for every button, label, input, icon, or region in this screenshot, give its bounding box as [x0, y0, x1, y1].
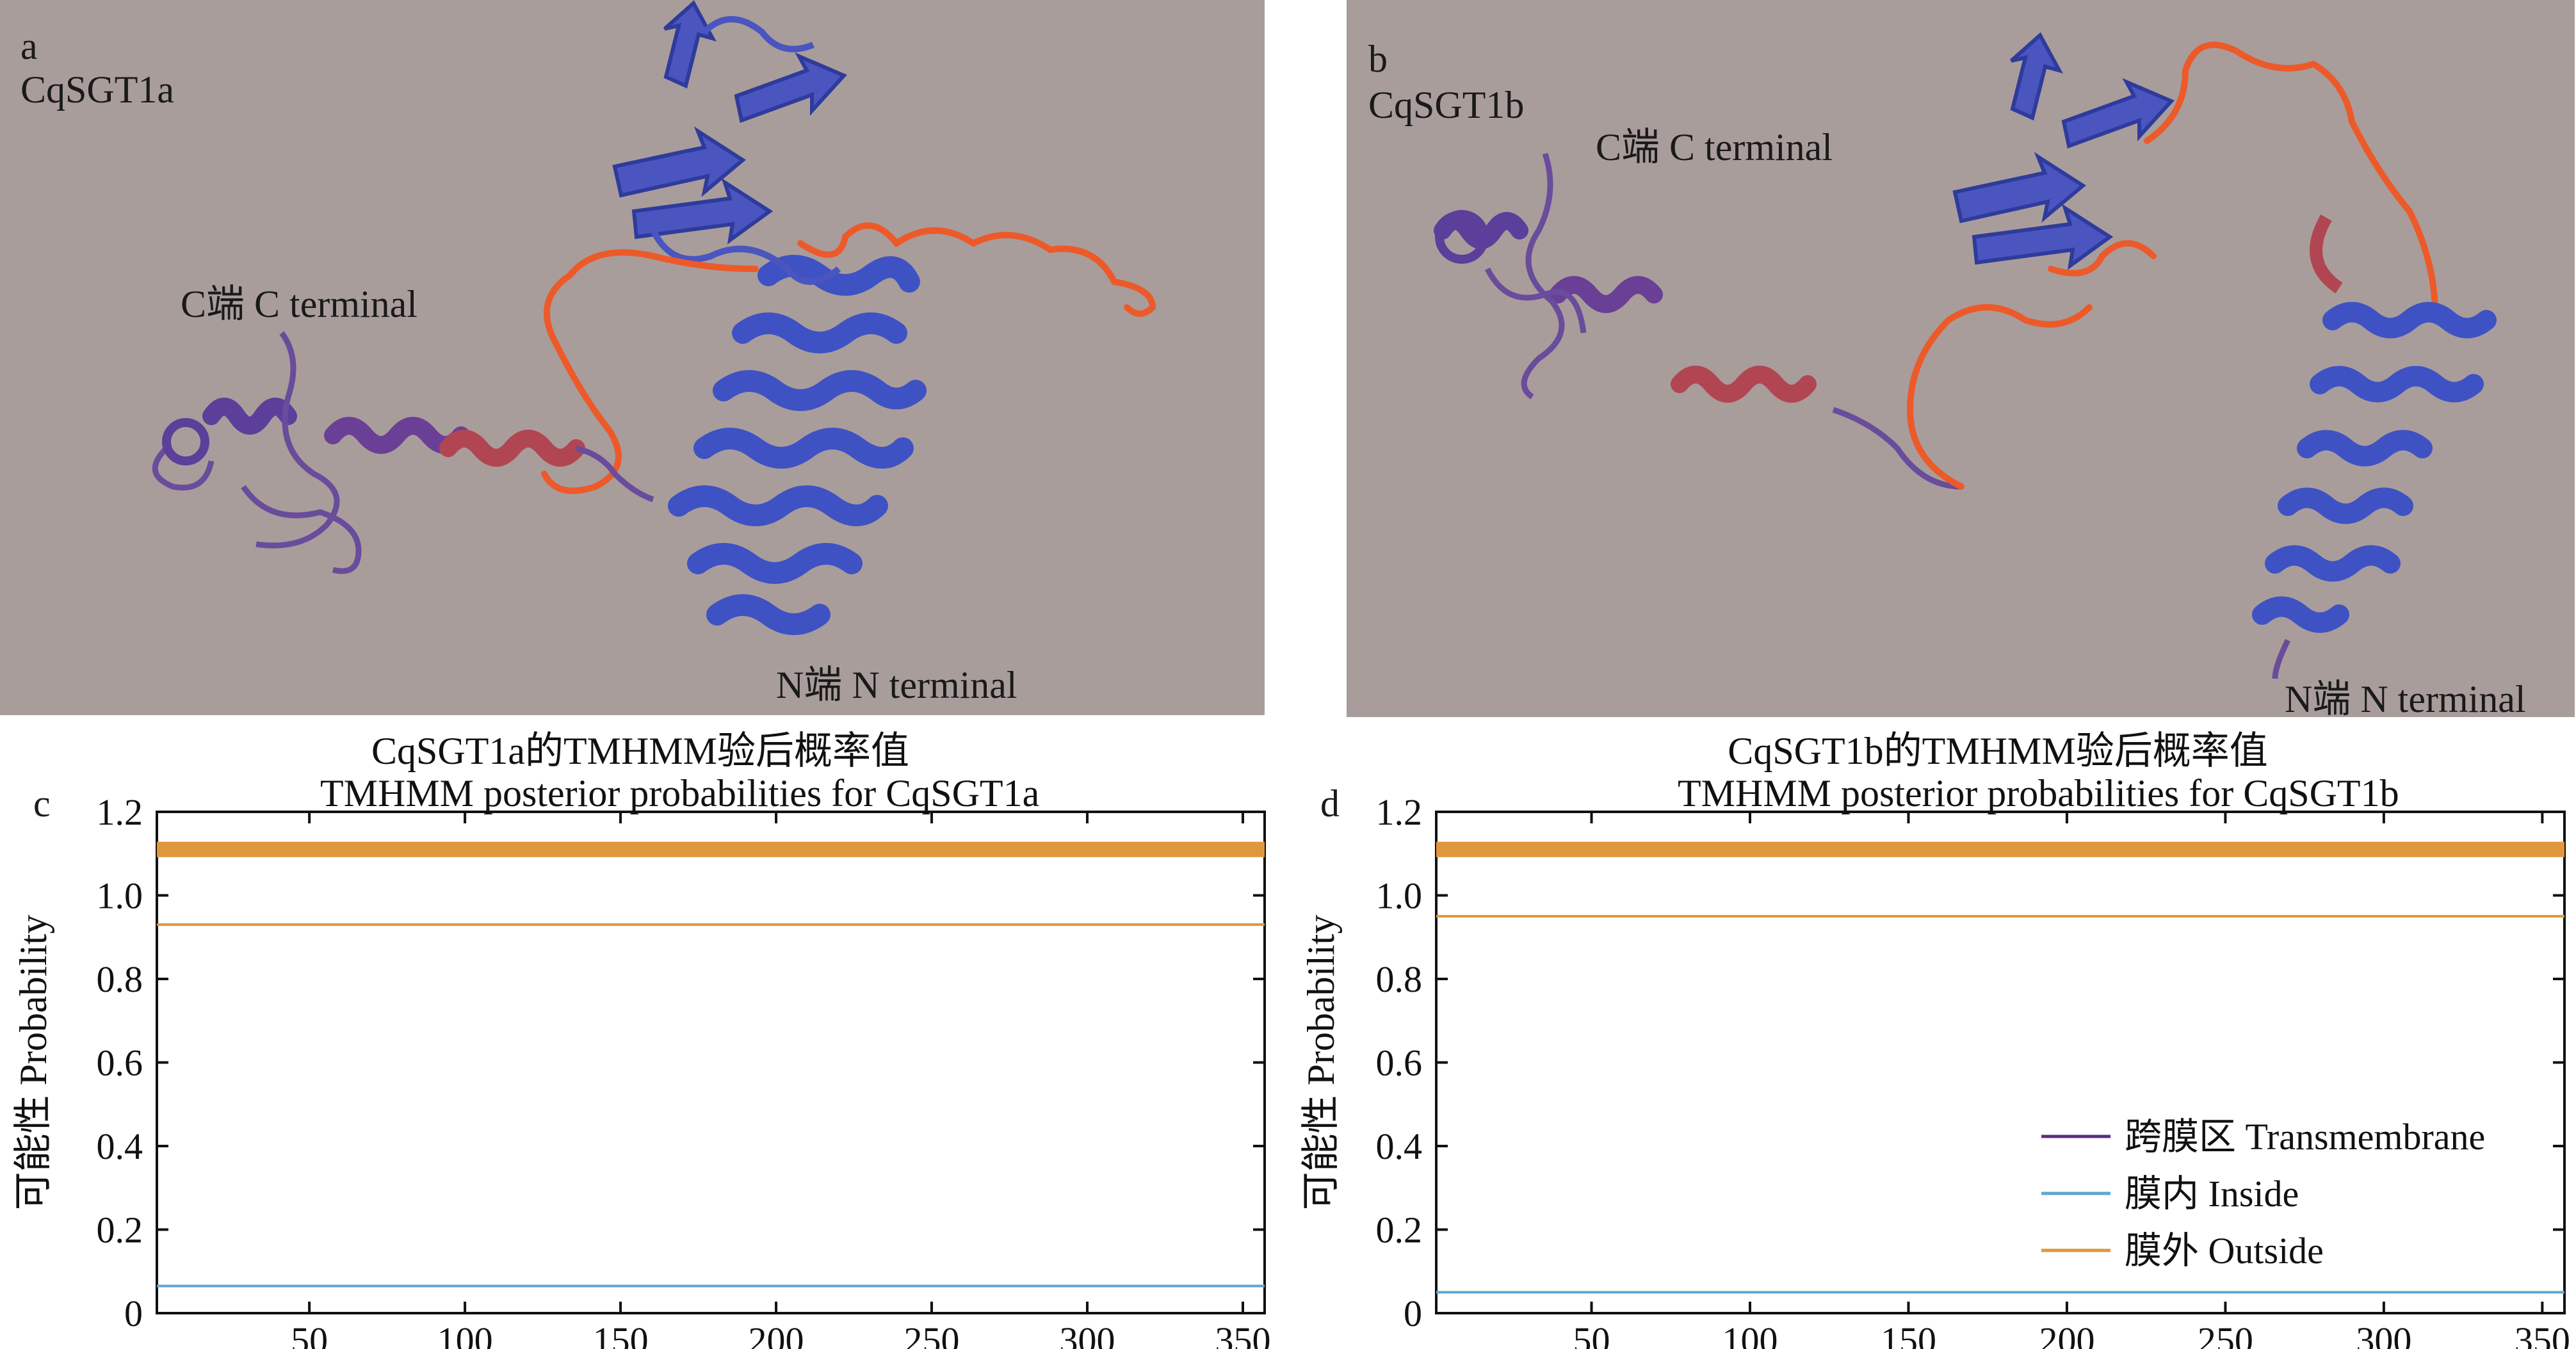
protein-ribbon-b — [1434, 32, 2497, 679]
y-tick-label: 0.2 — [97, 1209, 143, 1251]
y-axis-label: 可能性 Probability — [12, 915, 54, 1211]
legend-label: 跨膜区 Transmembrane — [2125, 1116, 2485, 1158]
y-tick-label: 1.0 — [97, 875, 143, 917]
legend-label: 膜内 Inside — [2125, 1173, 2299, 1215]
y-tick-label: 0.8 — [1376, 958, 1423, 1000]
chart-d-title-cn: CqSGT1b的TMHMM验后概率值 — [1728, 730, 2268, 772]
n-terminal-label-a: N端 N terminal — [776, 664, 1017, 706]
y-tick-label: 0.2 — [1376, 1209, 1423, 1251]
panel-letter-d: d — [1320, 782, 1340, 825]
protein-name-a: CqSGT1a — [20, 69, 174, 111]
panel-letter-b: b — [1368, 38, 1388, 80]
protein-ribbon-a — [152, 0, 1156, 635]
panel-letter-c: c — [33, 782, 51, 825]
y-tick-label: 0 — [124, 1293, 143, 1334]
plot-frame — [1435, 811, 2566, 1314]
helix-bundle-a — [668, 255, 927, 635]
chart-d-title: CqSGT1b的TMHMM验后概率值 TMHMM posterior proba… — [1678, 730, 2399, 814]
chart-d-title-en: TMHMM posterior probabilities for CqSGT1… — [1678, 772, 2399, 814]
n-terminal-label-b: N端 N terminal — [2285, 678, 2526, 720]
protein-structure-b — [1347, 0, 2575, 717]
legend: 跨膜区 Transmembrane 膜内 Inside 膜外 Outside — [2041, 1116, 2485, 1272]
chart-c: 0 0.2 0.4 0.6 0.8 1.0 1.2 50 100 150 200 250 300 350 可… — [12, 791, 1270, 1349]
y-tick-label: 1.0 — [1376, 875, 1423, 917]
y-tick-label: 0.4 — [97, 1126, 143, 1167]
x-tick-label: 300 — [1060, 1320, 1115, 1349]
c-terminal-label-b: C端 C terminal — [1596, 126, 1833, 168]
y-tick-label: 0 — [1404, 1293, 1422, 1334]
chart-d: 0 0.2 0.4 0.6 0.8 1.0 1.2 50 100 150 200 250 300 350 可… — [1300, 791, 2570, 1349]
protein-name-b: CqSGT1b — [1368, 84, 1525, 126]
x-tick-label: 350 — [2515, 1320, 2570, 1349]
y-tick-label: 1.2 — [97, 791, 143, 833]
legend-label: 膜外 Outside — [2125, 1230, 2324, 1272]
beta-sheet-a — [612, 0, 848, 245]
y-tick-label: 1.2 — [1376, 791, 1423, 833]
coil-a — [541, 222, 1156, 494]
x-tick-label: 50 — [1573, 1320, 1610, 1349]
protein-structure-a — [0, 0, 1265, 715]
y-tick-label: 0.6 — [97, 1042, 143, 1084]
x-tick-label: 100 — [1722, 1320, 1778, 1349]
y-tick-label: 0.6 — [1376, 1042, 1423, 1084]
y-tick-label: 0.4 — [1376, 1126, 1423, 1167]
c-terminal-helices-a — [202, 398, 585, 467]
x-tick-label: 300 — [2356, 1320, 2411, 1349]
panel-letter-a: a — [20, 25, 38, 67]
chart-c-title: CqSGT1a的TMHMM验后概率值 TMHMM posterior proba… — [320, 730, 1040, 814]
x-tick-label: 250 — [904, 1320, 960, 1349]
x-tick-label: 100 — [437, 1320, 493, 1349]
x-tick-label: 200 — [749, 1320, 804, 1349]
x-tick-label: 200 — [2039, 1320, 2094, 1349]
x-tick-label: 50 — [291, 1320, 328, 1349]
c-terminal-label-a: C端 C terminal — [181, 283, 417, 325]
x-tick-label: 150 — [593, 1320, 649, 1349]
chart-c-title-en: TMHMM posterior probabilities for CqSGT1… — [320, 772, 1040, 814]
y-axis-label: 可能性 Probability — [1300, 915, 1342, 1211]
plot-frame — [156, 811, 1266, 1314]
x-tick-label: 150 — [1881, 1320, 1936, 1349]
y-tick-label: 0.8 — [97, 958, 143, 1000]
x-tick-label: 350 — [1215, 1320, 1270, 1349]
x-tick-label: 250 — [2198, 1320, 2253, 1349]
chart-c-title-cn: CqSGT1a的TMHMM验后概率值 — [371, 730, 910, 772]
